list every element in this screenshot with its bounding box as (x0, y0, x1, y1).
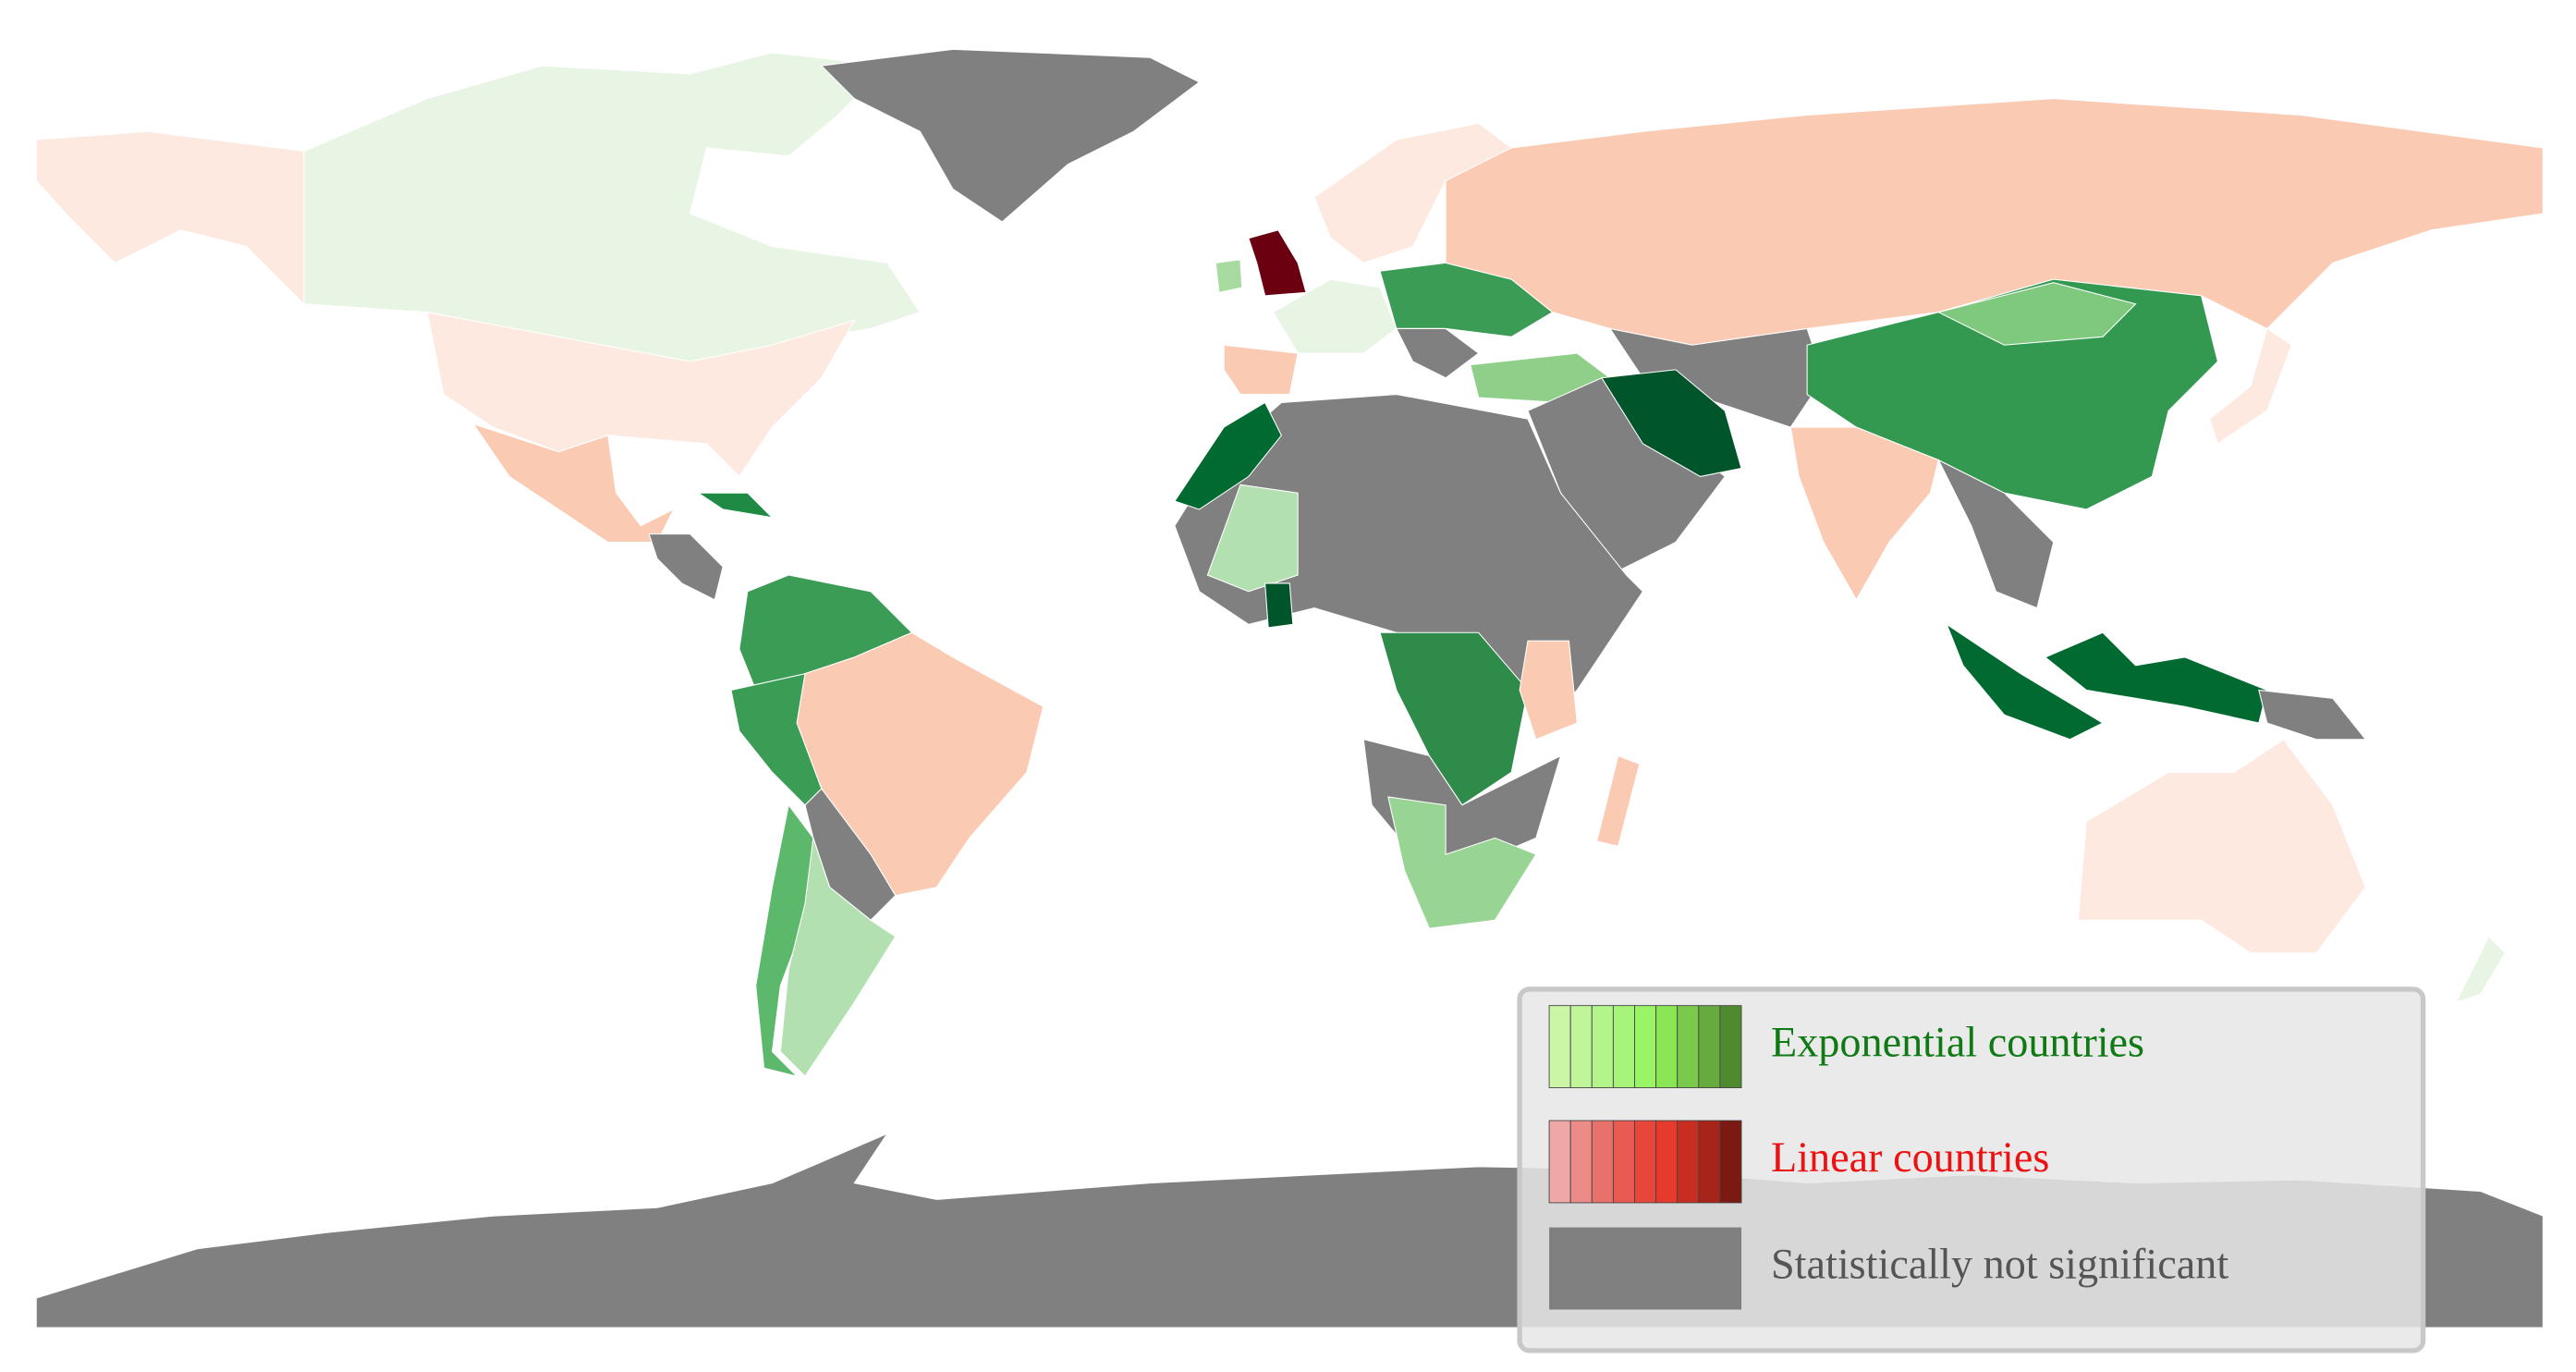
iran (1601, 369, 1742, 477)
argentina (779, 838, 897, 1077)
gray-swatch (1549, 1227, 1742, 1310)
south-africa (1387, 796, 1537, 929)
mexico (471, 423, 676, 544)
india (1789, 426, 1939, 601)
swatch (1569, 1120, 1593, 1204)
swatch (1612, 1120, 1635, 1204)
legend: Exponential countries Linear countries S… (1517, 986, 2426, 1354)
usa (426, 312, 856, 478)
swatch (1677, 1005, 1700, 1088)
ireland (1215, 259, 1243, 293)
legend-box (1517, 986, 2426, 1354)
legend-label: Linear countries (1771, 1133, 2049, 1181)
swatch (1548, 1120, 1571, 1204)
greenland (820, 48, 1201, 223)
swatch (1591, 1005, 1614, 1088)
new-guinea (2258, 689, 2367, 741)
southeast-asia (1937, 459, 2055, 609)
swatch (1548, 1005, 1571, 1088)
linear-swatch (1548, 1120, 1742, 1204)
swatch (1677, 1120, 1700, 1204)
cuba (696, 492, 774, 519)
mongolia (1936, 282, 2137, 346)
swatch (1634, 1005, 1657, 1088)
swatch (1655, 1120, 1679, 1204)
legend-label: Statistically not significant (1771, 1241, 2228, 1288)
swatch (1612, 1005, 1635, 1088)
exponential-swatch (1548, 1005, 1742, 1088)
swatch (1655, 1005, 1679, 1088)
madagascar (1595, 754, 1641, 847)
swatch (1634, 1120, 1657, 1204)
ghana (1264, 582, 1294, 629)
japan (2208, 327, 2293, 445)
morocco (1174, 401, 1283, 510)
legend-label: Exponential countries (1771, 1019, 2144, 1066)
swatch (1591, 1120, 1614, 1204)
indonesia (1946, 622, 2105, 741)
central-america (648, 533, 724, 601)
east-africa (1519, 640, 1578, 741)
balkans (1395, 327, 1480, 379)
uk (1248, 229, 1307, 297)
swatch (1719, 1120, 1742, 1204)
swatch (1698, 1120, 1721, 1204)
swatch (1698, 1005, 1721, 1088)
new-zealand (2455, 936, 2507, 1004)
swatch (1569, 1005, 1593, 1088)
alaska (35, 130, 305, 306)
canada (303, 52, 922, 362)
australia (2077, 739, 2366, 954)
central-africa (1379, 631, 1529, 806)
swatch (1719, 1005, 1742, 1088)
iberia (1223, 344, 1299, 396)
